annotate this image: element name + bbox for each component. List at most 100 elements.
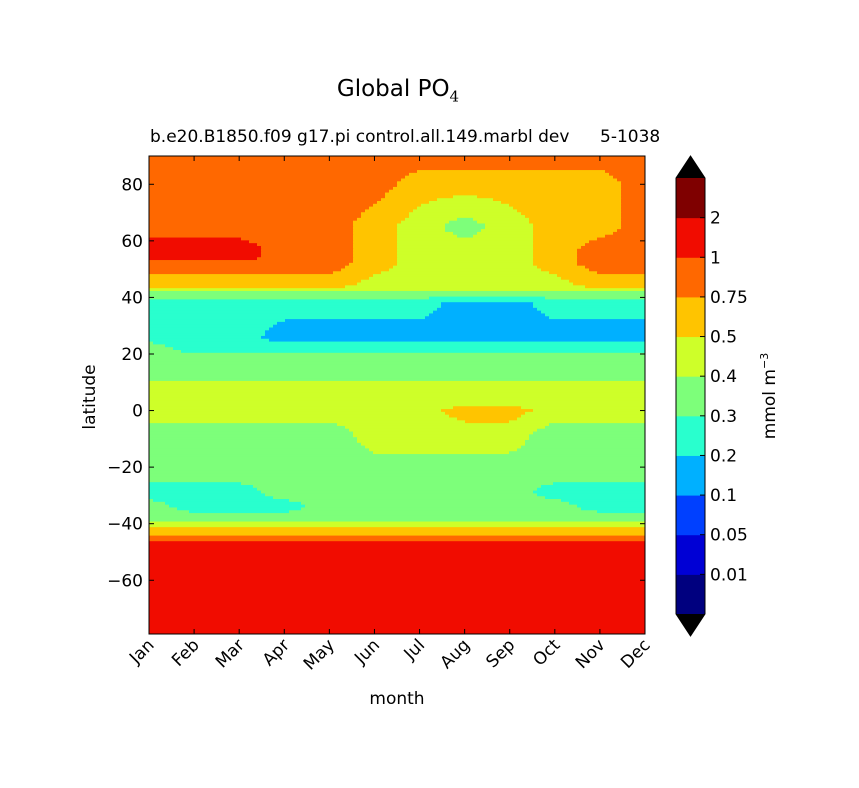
contour-cell — [149, 431, 354, 435]
contour-cell — [617, 178, 645, 182]
colorbar-tick-label: 0.5 — [710, 328, 737, 348]
contour-cell — [149, 605, 645, 610]
contour-cell — [577, 262, 645, 267]
contour-cell — [537, 487, 645, 492]
contour-cell — [509, 203, 622, 208]
contour-cell — [149, 375, 645, 379]
contour-cell — [149, 305, 442, 309]
contour-cell — [397, 243, 534, 247]
contour-cell — [621, 195, 645, 199]
contour-cell — [533, 257, 578, 261]
contour-cell — [149, 181, 398, 185]
contour-cell — [545, 425, 645, 430]
colorbar-swatch — [676, 574, 705, 615]
colorbar-tick-label: 2 — [710, 209, 721, 229]
contour-cell — [445, 223, 486, 227]
contour-cell — [173, 347, 645, 351]
contour-cell — [361, 442, 526, 447]
contour-cell — [357, 217, 406, 222]
colorbar-extend-bottom — [676, 614, 705, 636]
contour-cell — [621, 203, 645, 208]
contour-cell — [533, 262, 578, 267]
y-tick-label: 20 — [121, 345, 143, 365]
contour-cell — [149, 465, 645, 469]
contour-cell — [561, 499, 645, 503]
contour-cell — [149, 386, 645, 390]
contour-cell — [149, 583, 645, 587]
contour-cell — [341, 268, 390, 272]
contour-cell — [149, 338, 270, 343]
contour-cell — [149, 260, 354, 264]
contour-cell — [149, 276, 370, 281]
contour-cell — [373, 203, 422, 208]
y-tick-label: −60 — [107, 571, 143, 591]
contour-cell — [149, 257, 258, 261]
contour-cell — [381, 198, 438, 202]
contour-cell — [149, 254, 262, 258]
contour-cell — [477, 231, 534, 236]
chart-subtitle: b.e20.B1850.f09 g17.pi control.all.149.m… — [150, 127, 570, 147]
colorbar-outline — [675, 155, 706, 637]
contour-cell — [533, 251, 578, 256]
contour-cell — [421, 203, 510, 208]
contour-cell — [621, 198, 645, 202]
contour-cell — [249, 240, 354, 244]
x-axis-label: month — [369, 689, 424, 709]
contour-cell — [149, 479, 645, 483]
y-tick-label: 0 — [132, 402, 143, 422]
contour-cell — [149, 324, 274, 329]
contour-cell — [189, 510, 290, 514]
contour-cell — [149, 380, 645, 385]
contour-cell — [541, 310, 645, 315]
contour-cell — [149, 513, 645, 517]
colorbar-swatch — [676, 217, 705, 258]
x-tick-label: Jan — [125, 635, 158, 668]
contour-cell — [149, 518, 645, 523]
colorbar: 0.01 0.05 0.1 0.2 0.3 0.4 0.5 0.75 1 2 — [675, 155, 748, 637]
contour-cell — [149, 307, 438, 312]
contour-cell — [149, 414, 450, 419]
plot-frame — [148, 155, 646, 635]
contour-cell — [273, 496, 546, 500]
contour-cell — [597, 510, 645, 514]
contour-cell — [389, 189, 622, 194]
contour-cell — [149, 285, 346, 289]
contour-cell — [605, 234, 645, 239]
contour-cell — [149, 220, 354, 225]
contour-cell — [289, 510, 598, 514]
contour-cell — [397, 181, 622, 185]
contour-cell — [345, 425, 546, 430]
contour-cell — [149, 451, 374, 455]
contour-cell — [149, 594, 645, 599]
contour-cell — [529, 220, 622, 225]
contour-cell — [397, 226, 446, 230]
contour-cell — [361, 215, 410, 219]
contour-cell — [265, 493, 538, 497]
contour-cell — [149, 619, 645, 624]
contour-cell — [345, 285, 586, 289]
contour-cell — [149, 515, 645, 520]
contour-cell — [261, 335, 645, 340]
contour-cell — [153, 341, 645, 345]
contour-cell — [597, 271, 645, 275]
contour-cell — [553, 482, 645, 486]
contour-cell — [149, 423, 338, 427]
contour-cell — [433, 310, 542, 315]
contour-cell — [377, 200, 430, 205]
contour-cell — [449, 414, 522, 419]
contour-cell — [521, 445, 645, 450]
contour-cell — [481, 229, 534, 233]
contour-cell — [165, 501, 302, 506]
x-tick-label: Feb — [168, 635, 203, 670]
contour-cell — [365, 445, 522, 450]
colorbar-tick-label: 0.1 — [710, 486, 737, 506]
contour-cell — [273, 324, 645, 329]
contour-cell — [621, 192, 645, 196]
contour-cell — [149, 231, 354, 236]
contour-cell — [149, 302, 442, 306]
contour-cell — [149, 560, 645, 565]
colorbar-tick-label: 0.3 — [710, 407, 737, 427]
contour-cell — [149, 400, 645, 405]
x-tick-label: May — [300, 635, 339, 674]
contour-cell — [621, 189, 645, 194]
